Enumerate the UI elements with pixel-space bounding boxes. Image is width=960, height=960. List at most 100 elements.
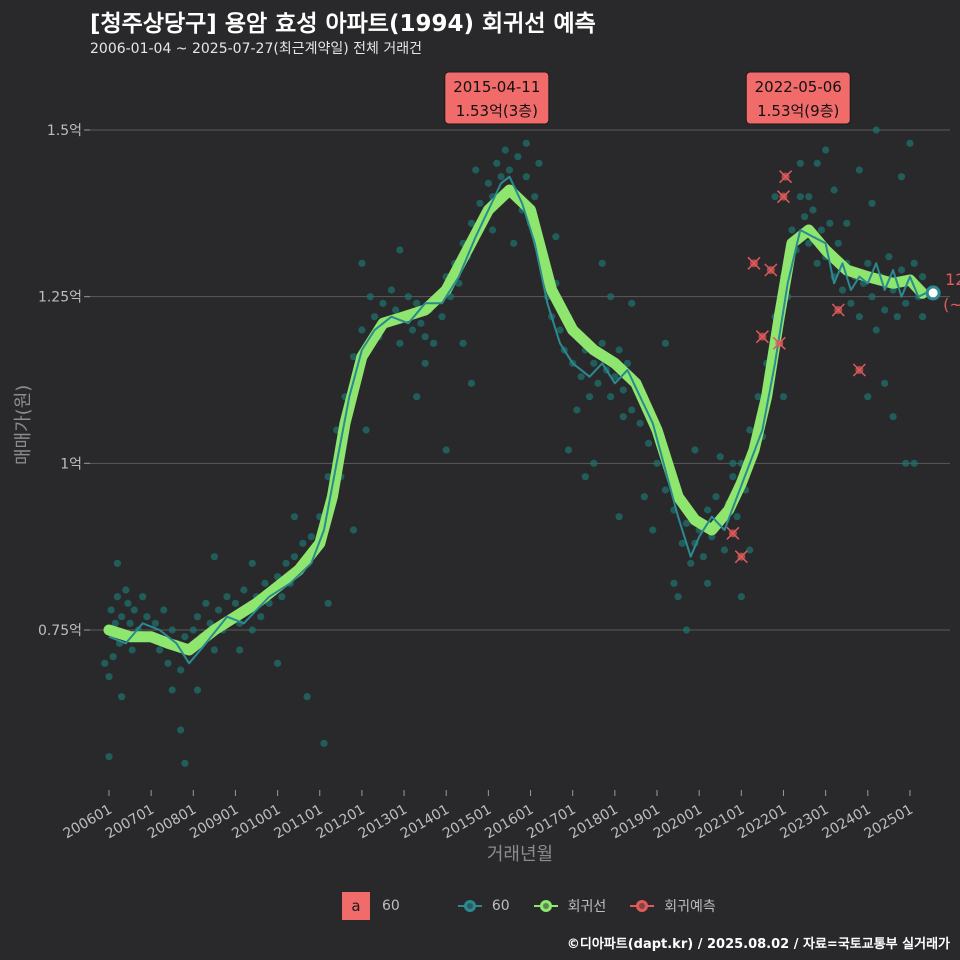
scatter-point [813,159,821,167]
legend-key-forecast [630,898,655,914]
scatter-point [872,126,880,134]
scatter-point [476,199,484,207]
page-subtitle: 2006-01-04 ~ 2025-07-27(최근계약일) 전체 거래건 [90,41,422,57]
scatter-point [105,753,113,761]
scatter-point [628,299,636,307]
scatter-point [716,453,724,461]
scatter-point [729,473,737,481]
scatter-point [118,613,126,621]
scatter-point [488,226,497,234]
scatter-point [214,606,223,614]
scatter-point [640,493,648,501]
scatter-point [682,626,691,634]
scatter-point [413,299,421,307]
scatter-point [404,293,412,301]
scatter-point [111,619,119,627]
scatter-point [556,326,564,334]
scatter-point [889,413,897,421]
scatter-point [902,299,910,307]
scatter-point [349,353,358,361]
scatter-point [864,393,872,401]
scatter-point [590,359,598,367]
scatter-point [615,346,623,354]
scatter-point [467,379,476,387]
scatter-point [223,593,231,601]
scatter-point [817,226,826,234]
scatter-point [687,559,695,567]
scatter-point [746,426,754,434]
forecast-marker [776,190,791,204]
forecast-marker [852,363,866,377]
scatter-point [644,439,653,447]
scatter-point [691,446,699,454]
scatter-point [918,313,927,321]
scatter-point [788,226,796,234]
scatter-point [210,553,218,561]
latest-area-label: (~60㎡) [943,295,960,314]
scatter-point [564,446,573,454]
legend-forecast-label: 회귀예측 [664,899,716,915]
scatter-point [370,313,379,321]
scatter-point [320,739,328,747]
scatter-point [189,626,197,634]
scatter-point [809,206,817,214]
scatter-point [674,593,682,601]
scatter-point [155,646,164,654]
legend: a 60 60 회귀선 회귀예측 [342,890,740,922]
forecast-marker [779,170,793,184]
scatter-point [703,506,712,514]
scatter-point [210,646,218,654]
scatter-point [193,613,202,621]
forecast-marker [831,303,845,317]
scatter-point [113,593,122,601]
scatter-point [421,359,429,367]
page-title: [청주상당구] 용암 효성 아파트(1994) 회귀선 예측 [90,11,596,37]
scatter-point [107,606,115,614]
scatter-point [746,546,754,554]
scatter-point [505,166,514,174]
scatter-point [501,146,509,154]
peak-annotation-date: 2022-05-06 [755,78,842,96]
scatter-point [552,233,560,241]
scatter-point [324,599,332,607]
peak-annotation-box [745,71,851,125]
scatter-point [590,459,598,467]
scatter-point [362,426,370,434]
peak-annotation-date: 2015-04-11 [453,78,540,96]
scatter-point [535,159,543,167]
scatter-point [607,393,615,401]
scatter-point [805,193,813,201]
scatter-point [455,279,463,287]
scatter-point [514,153,522,161]
source-caption: ©디아파트(dapt.kr) / 2025.08.02 / 자료=국토교통부 실… [566,937,950,952]
scatter-point [796,159,804,167]
scatter-point [467,219,476,227]
scatter-point [236,646,244,654]
y-tick-label: 0.75억 [38,623,82,639]
scatter-point [868,199,876,207]
scatter-point [101,659,109,667]
forecast-marker [726,526,740,540]
scatter-point [653,459,661,467]
scatter-point [598,339,606,347]
scatter-point [897,173,906,181]
scatter-point [703,579,712,587]
scatter-point [822,146,830,154]
scatter-point [522,139,530,147]
scatter-point [636,419,644,427]
x-axis-title: 거래년월 [486,844,554,865]
scatter-point [881,379,889,387]
scatter-point [290,553,299,561]
y-tick-label: 1.5억 [47,123,82,139]
scatter-point [358,326,366,334]
scatter-point [181,759,189,767]
scatter-point [366,293,374,301]
scatter-point [729,459,737,467]
scatter-point [733,513,741,521]
scatter-point [615,513,623,521]
legend-avg-label: 60 [491,898,510,914]
scatter-point [113,559,122,567]
scatter-point [442,446,450,454]
scatter-point [257,613,265,621]
scatter-point [459,339,467,347]
